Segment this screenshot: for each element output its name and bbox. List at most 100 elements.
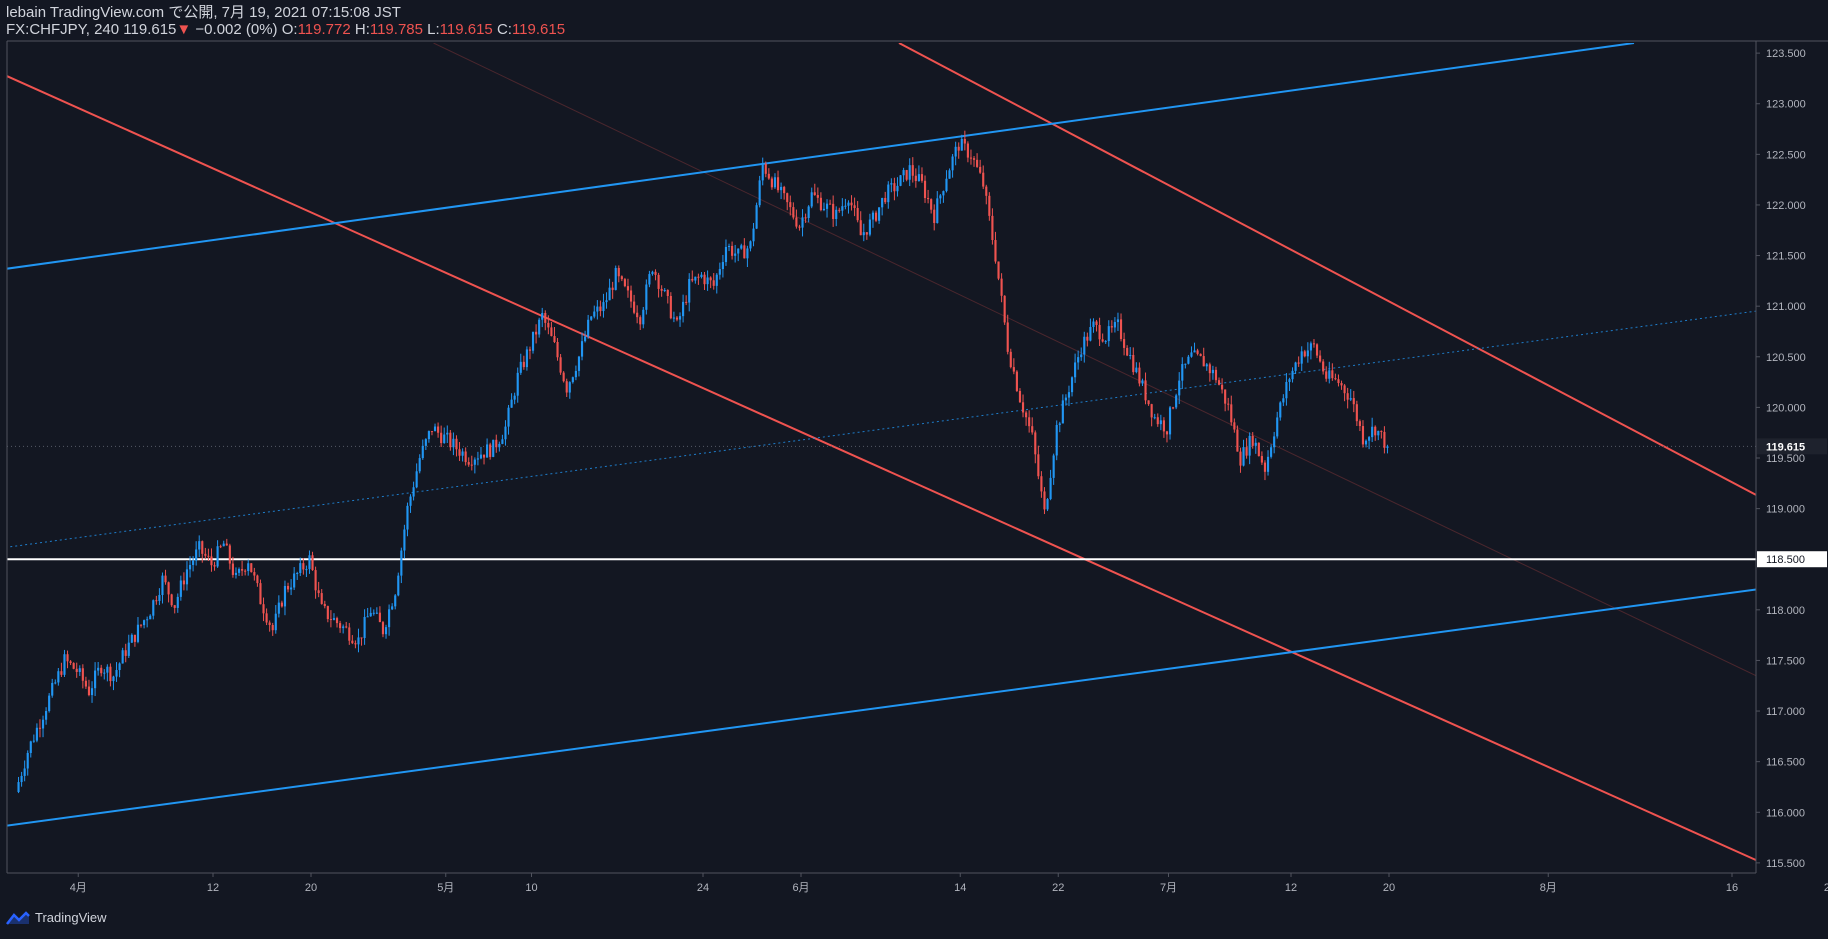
candle-body bbox=[859, 220, 862, 236]
candle-body bbox=[881, 197, 884, 208]
y-tick-label: 123.500 bbox=[1766, 48, 1806, 60]
candle-body bbox=[461, 451, 464, 456]
x-tick-label: 10 bbox=[525, 882, 537, 894]
candle-body bbox=[1328, 370, 1331, 379]
candle-body bbox=[672, 317, 675, 319]
candle-body bbox=[262, 604, 265, 614]
candle-body bbox=[1208, 364, 1211, 374]
candle-body bbox=[201, 541, 204, 554]
x-tick-label: 22 bbox=[1052, 882, 1064, 894]
candle-body bbox=[930, 199, 933, 210]
candle-body bbox=[476, 458, 479, 460]
candle-body bbox=[207, 555, 210, 557]
candle-body bbox=[602, 302, 605, 312]
candle-body bbox=[535, 331, 538, 335]
candle-body bbox=[584, 336, 587, 342]
trendline-blue-lower-channel bbox=[7, 588, 1756, 827]
candle-body bbox=[666, 289, 669, 296]
candle-body bbox=[804, 217, 807, 219]
candle-body bbox=[1046, 499, 1049, 510]
candle-body bbox=[519, 361, 522, 373]
tradingview-brand[interactable]: TradingView bbox=[35, 910, 107, 925]
candle-body bbox=[78, 668, 81, 672]
candle-body bbox=[1049, 477, 1052, 500]
candle-body bbox=[394, 595, 397, 607]
candle-body bbox=[807, 206, 810, 218]
plot-area bbox=[7, 43, 1756, 862]
high-label: H: bbox=[354, 21, 370, 38]
candle-body bbox=[994, 240, 997, 262]
candle-body bbox=[835, 209, 838, 219]
candle-body bbox=[1211, 369, 1214, 374]
candle-body bbox=[718, 269, 721, 275]
candle-body bbox=[473, 459, 476, 465]
candle-body bbox=[979, 166, 982, 173]
candle-body bbox=[773, 177, 777, 188]
candle-body bbox=[976, 159, 979, 167]
candle-body bbox=[507, 407, 510, 427]
y-tick-label: 117.500 bbox=[1766, 655, 1805, 667]
candle-body bbox=[969, 157, 973, 159]
x-tick-label: 5月 bbox=[437, 882, 454, 894]
candle-body bbox=[1364, 440, 1368, 445]
candle-body bbox=[51, 682, 54, 696]
candle-body bbox=[544, 312, 547, 323]
y-tick-label: 120.000 bbox=[1766, 402, 1806, 414]
candle-body bbox=[339, 623, 342, 629]
candle-body bbox=[936, 198, 939, 223]
candle-body bbox=[721, 262, 724, 270]
candle-body bbox=[195, 549, 198, 561]
candle-body bbox=[501, 439, 504, 444]
candle-body bbox=[522, 361, 525, 368]
candle-body bbox=[611, 287, 614, 290]
candle-body bbox=[1380, 430, 1383, 432]
level-price-label: 118.500 bbox=[1766, 554, 1805, 566]
last-price: 119.615 bbox=[123, 21, 177, 38]
candle-body bbox=[17, 782, 20, 793]
candle-body bbox=[437, 426, 440, 433]
candle-body bbox=[415, 471, 418, 488]
candle-body bbox=[489, 444, 492, 457]
candle-body bbox=[1297, 362, 1300, 364]
candle-body bbox=[1386, 446, 1389, 448]
trendline-red-upper-channel bbox=[898, 43, 1756, 497]
candle-body bbox=[188, 564, 192, 570]
candle-body bbox=[299, 563, 302, 574]
symbol-legend: FX:CHFJPY, 240 119.615▼ −0.002 (0%) O:11… bbox=[6, 21, 565, 39]
candle-body bbox=[599, 306, 602, 312]
candle-body bbox=[470, 464, 473, 466]
candle-body bbox=[69, 661, 72, 664]
candle-body bbox=[133, 634, 136, 642]
candle-body bbox=[280, 602, 283, 607]
candle-body bbox=[761, 163, 764, 181]
candle-body bbox=[57, 671, 60, 683]
candle-body bbox=[528, 349, 532, 351]
candle-body bbox=[265, 613, 268, 623]
y-tick-label: 122.500 bbox=[1766, 149, 1806, 161]
candle-body bbox=[1257, 442, 1260, 457]
candle-body bbox=[709, 277, 712, 281]
candle-body bbox=[274, 613, 277, 631]
candle-body bbox=[1242, 447, 1245, 466]
candle-body bbox=[927, 198, 930, 200]
candle-body bbox=[170, 594, 173, 606]
candle-body bbox=[1003, 295, 1006, 323]
candle-body bbox=[213, 565, 216, 567]
x-tick-label: 6月 bbox=[792, 882, 809, 894]
candle-body bbox=[1196, 350, 1199, 354]
candle-body bbox=[1123, 339, 1126, 348]
candle-body bbox=[121, 650, 124, 664]
candle-body bbox=[1224, 389, 1227, 404]
candle-body bbox=[256, 575, 259, 584]
candle-body bbox=[97, 667, 100, 671]
candle-body bbox=[35, 727, 38, 741]
candle-body bbox=[712, 280, 715, 286]
candle-body bbox=[345, 626, 348, 628]
candle-body bbox=[951, 156, 954, 171]
candle-body bbox=[654, 271, 657, 275]
symbol-label[interactable]: FX:CHFJPY, 240 bbox=[6, 21, 120, 38]
candle-body bbox=[1245, 447, 1248, 456]
candle-body bbox=[268, 622, 271, 625]
candle-body bbox=[1187, 356, 1190, 364]
